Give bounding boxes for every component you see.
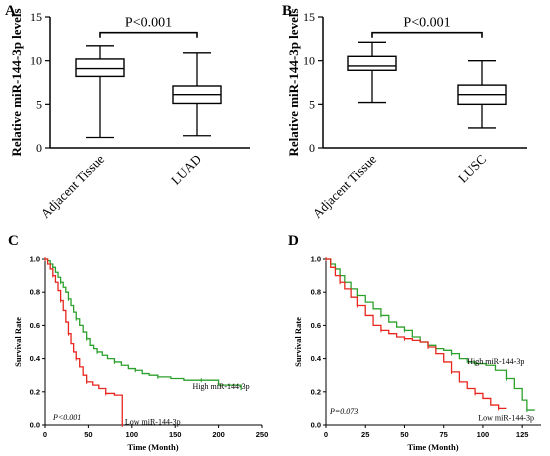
- x-tick-label: 50: [84, 430, 92, 439]
- x-tick-label: LUAD: [168, 152, 204, 188]
- km-panel-d: D 0.0 0.2 0.4 0.6 0.8 1.0 0 25 50 75 100 125 Time (Mo…: [288, 233, 541, 452]
- y-tick-label: 0.8: [30, 288, 40, 297]
- p-value-label: P<0.001: [125, 16, 172, 31]
- y-axis-label: Relative miR-144-3p levels: [286, 8, 301, 156]
- panel-letter: C: [8, 233, 19, 249]
- p-value-label: P<0.001: [52, 413, 81, 422]
- x-tick-label: LUSC: [455, 152, 489, 186]
- high-curve-label: High miR-144-3p: [467, 357, 524, 366]
- y-tick-label: 5: [309, 97, 315, 111]
- x-tick-label: 150: [169, 430, 182, 439]
- x-tick-label: 0: [43, 430, 47, 439]
- y-axis-label: Relative miR-144-3p levels: [9, 8, 24, 156]
- x-tick-label: 250: [256, 430, 269, 439]
- km-panel-c: C 0.0 0.2 0.4 0.6 0.8 1.0 0 50 100 150 200 250 Time (…: [8, 233, 268, 452]
- x-tick-label: 125: [516, 430, 529, 439]
- y-tick-label: 0.8: [311, 288, 321, 297]
- y-tick-label: 0.6: [311, 321, 321, 330]
- y-tick-label: 0.0: [30, 421, 40, 430]
- low-curve-label: Low miR-144-3p: [478, 414, 534, 423]
- x-tick-label: 25: [361, 430, 369, 439]
- panel-letter: D: [288, 233, 299, 249]
- x-tick-label: 100: [477, 430, 490, 439]
- low-survival-curve: [45, 258, 123, 425]
- x-tick-label: 50: [400, 430, 408, 439]
- x-tick-label: 0: [324, 430, 328, 439]
- x-tick-label: Adjacent Tissue: [38, 151, 108, 221]
- y-axis-label: Survival Rate: [293, 317, 303, 367]
- low-curve-label: Low miR-144-3p: [125, 418, 181, 427]
- box-adjacent: [75, 45, 125, 139]
- y-tick-label: 10: [30, 54, 42, 68]
- panel-letter: B: [282, 3, 292, 19]
- y-tick-label: 0: [309, 141, 315, 155]
- x-axis-label: Time (Month): [407, 442, 458, 452]
- box-lusc: [457, 60, 507, 129]
- significance-bracket: [99, 31, 198, 38]
- box-panel-a: A 0 5 10 15 Relative miR-144-3p levels Adjacen…: [5, 3, 250, 221]
- y-tick-label: 10: [303, 54, 315, 68]
- y-tick-label: 0.2: [30, 387, 40, 396]
- box-luad: [172, 52, 222, 137]
- y-tick-label: 0.0: [311, 421, 321, 430]
- iqr-box: [75, 58, 125, 78]
- x-axis-label: Time (Month): [127, 442, 178, 452]
- y-tick-label: 0.4: [311, 354, 322, 363]
- y-tick-label: 1.0: [30, 255, 40, 264]
- high-survival-curve: [326, 258, 535, 411]
- y-tick-label: 15: [30, 10, 42, 24]
- y-axis-label: Survival Rate: [13, 317, 23, 367]
- y-tick-label: 0.6: [30, 321, 40, 330]
- panel-letter: A: [5, 3, 16, 19]
- p-value-label: P=0.073: [329, 407, 358, 416]
- y-tick-label: 0: [36, 141, 42, 155]
- x-tick-label: 75: [440, 430, 448, 439]
- x-tick-label: 200: [212, 430, 225, 439]
- box-adjacent: [347, 41, 397, 104]
- iqr-box: [347, 55, 397, 71]
- high-survival-curve: [45, 258, 242, 391]
- high-curve-label: High miR-144-3p: [193, 382, 250, 391]
- y-tick-label: 0.2: [311, 387, 321, 396]
- x-tick-label: 100: [126, 430, 139, 439]
- y-tick-label: 1.0: [311, 255, 321, 264]
- y-tick-label: 0.4: [30, 354, 41, 363]
- p-value-label: P<0.001: [403, 16, 450, 31]
- low-survival-curve: [326, 258, 507, 410]
- y-tick-label: 5: [36, 97, 42, 111]
- y-tick-label: 15: [303, 10, 315, 24]
- significance-bracket: [371, 31, 483, 38]
- x-tick-label: Adjacent Tissue: [310, 151, 380, 221]
